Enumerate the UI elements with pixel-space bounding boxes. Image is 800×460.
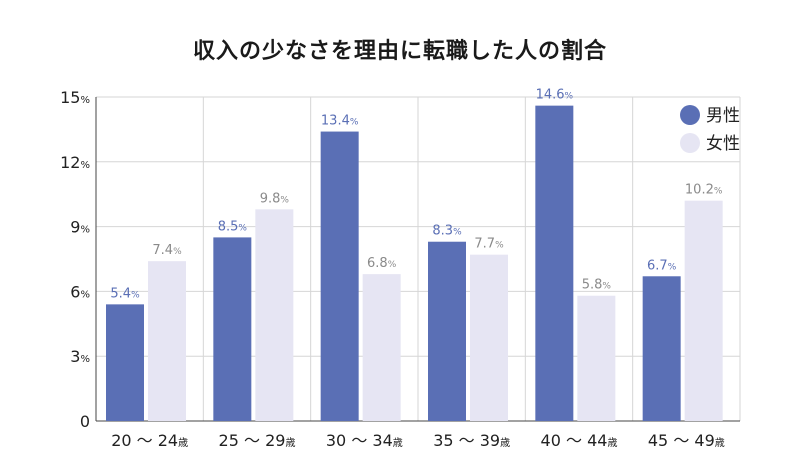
y-tick-label: 9% — [70, 218, 90, 237]
data-label: 7.7% — [474, 237, 504, 252]
data-label: 6.7% — [647, 258, 677, 273]
bar-male — [642, 276, 681, 421]
data-label: 6.8% — [367, 256, 397, 271]
bar-male — [535, 105, 574, 421]
data-label: 14.6% — [536, 88, 574, 103]
legend-label: 男性 — [706, 106, 740, 126]
bar-male — [213, 237, 252, 421]
bar-female — [255, 209, 294, 421]
data-label: 9.8% — [260, 191, 290, 206]
chart-title: 収入の少なさを理由に転職した人の割合 — [192, 39, 607, 64]
data-label: 13.4% — [321, 114, 359, 129]
bar-female — [148, 261, 186, 421]
x-tick-label: 45 〜 49歳 — [648, 431, 725, 450]
legend-marker-male — [680, 105, 700, 125]
data-label: 8.5% — [218, 219, 248, 234]
data-label: 5.8% — [582, 278, 612, 293]
y-tick-label: 12% — [60, 153, 90, 172]
y-tick-label: 0 — [80, 412, 90, 431]
bar-female — [470, 254, 508, 421]
bar-male — [106, 304, 144, 421]
x-tick-label: 30 〜 34歳 — [326, 431, 403, 450]
data-label: 7.4% — [152, 243, 182, 258]
y-tick-label: 15% — [60, 88, 90, 107]
bar-male — [320, 131, 359, 421]
data-label: 10.2% — [685, 183, 723, 198]
y-tick-label: 6% — [70, 282, 90, 301]
x-tick-label: 25 〜 29歳 — [219, 431, 296, 450]
bar-female — [577, 295, 616, 421]
x-tick-label: 40 〜 44歳 — [541, 431, 618, 450]
x-tick-label: 20 〜 24歳 — [111, 431, 188, 450]
bar-female — [362, 274, 401, 421]
legend-label: 女性 — [706, 134, 740, 154]
x-tick-label: 35 〜 39歳 — [433, 431, 510, 450]
bar-male — [428, 241, 466, 421]
data-label: 5.4% — [110, 286, 140, 301]
legend-marker-female — [680, 133, 700, 153]
bar-female — [684, 200, 723, 421]
y-tick-label: 3% — [70, 347, 90, 366]
data-label: 8.3% — [432, 224, 462, 239]
